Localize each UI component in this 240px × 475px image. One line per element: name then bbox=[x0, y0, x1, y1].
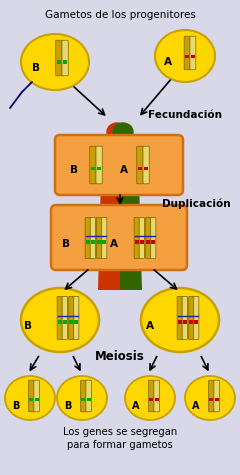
Ellipse shape bbox=[141, 288, 219, 352]
Bar bbox=[91, 240, 95, 244]
FancyBboxPatch shape bbox=[149, 380, 154, 412]
Bar bbox=[135, 240, 139, 244]
Ellipse shape bbox=[57, 376, 107, 420]
FancyBboxPatch shape bbox=[97, 218, 102, 258]
Ellipse shape bbox=[113, 123, 133, 141]
Bar bbox=[97, 240, 101, 244]
FancyBboxPatch shape bbox=[56, 40, 62, 76]
Text: Fecundación: Fecundación bbox=[148, 110, 222, 120]
FancyBboxPatch shape bbox=[134, 218, 139, 258]
FancyBboxPatch shape bbox=[190, 36, 196, 70]
Text: B: B bbox=[12, 401, 20, 411]
Bar bbox=[69, 320, 73, 324]
Bar bbox=[81, 398, 85, 401]
Bar bbox=[35, 398, 39, 401]
Bar bbox=[86, 240, 90, 244]
FancyBboxPatch shape bbox=[189, 296, 194, 340]
Bar bbox=[102, 240, 106, 244]
Bar bbox=[194, 320, 198, 324]
Bar bbox=[191, 55, 195, 58]
Text: A: A bbox=[110, 239, 118, 249]
FancyBboxPatch shape bbox=[96, 146, 102, 184]
FancyBboxPatch shape bbox=[184, 36, 190, 70]
Bar bbox=[178, 320, 182, 324]
Bar bbox=[215, 398, 219, 401]
Ellipse shape bbox=[185, 376, 235, 420]
FancyBboxPatch shape bbox=[85, 218, 90, 258]
FancyBboxPatch shape bbox=[29, 380, 34, 412]
Text: Meiosis: Meiosis bbox=[95, 350, 145, 362]
Bar bbox=[189, 320, 193, 324]
Bar bbox=[155, 398, 159, 401]
Text: B: B bbox=[70, 165, 78, 175]
Bar bbox=[58, 320, 62, 324]
FancyBboxPatch shape bbox=[177, 296, 182, 340]
FancyBboxPatch shape bbox=[143, 146, 149, 184]
Text: A: A bbox=[146, 321, 154, 331]
FancyBboxPatch shape bbox=[151, 218, 156, 258]
FancyBboxPatch shape bbox=[194, 296, 199, 340]
FancyBboxPatch shape bbox=[182, 296, 187, 340]
Text: B: B bbox=[32, 63, 40, 73]
Bar bbox=[74, 320, 78, 324]
Bar bbox=[87, 398, 91, 401]
Ellipse shape bbox=[155, 30, 215, 82]
Ellipse shape bbox=[125, 376, 175, 420]
Bar bbox=[151, 240, 155, 244]
Bar bbox=[63, 320, 67, 324]
FancyBboxPatch shape bbox=[62, 296, 67, 340]
Ellipse shape bbox=[107, 123, 127, 141]
Bar bbox=[138, 167, 142, 171]
Text: Duplicación: Duplicación bbox=[162, 199, 231, 209]
Text: A: A bbox=[120, 165, 128, 175]
FancyBboxPatch shape bbox=[74, 296, 79, 340]
FancyBboxPatch shape bbox=[69, 296, 74, 340]
FancyBboxPatch shape bbox=[90, 218, 95, 258]
FancyBboxPatch shape bbox=[139, 218, 144, 258]
FancyBboxPatch shape bbox=[86, 380, 91, 412]
Text: A: A bbox=[192, 401, 200, 411]
Bar bbox=[185, 55, 189, 58]
Text: A: A bbox=[132, 401, 140, 411]
Polygon shape bbox=[120, 140, 142, 290]
FancyBboxPatch shape bbox=[146, 218, 151, 258]
Text: A: A bbox=[164, 57, 172, 67]
Ellipse shape bbox=[21, 288, 99, 352]
Text: Los genes se segregan
para formar gametos: Los genes se segregan para formar gameto… bbox=[63, 427, 177, 450]
Bar bbox=[183, 320, 187, 324]
Text: Gametos de los progenitores: Gametos de los progenitores bbox=[45, 10, 195, 20]
FancyBboxPatch shape bbox=[62, 40, 68, 76]
FancyBboxPatch shape bbox=[55, 135, 183, 195]
FancyBboxPatch shape bbox=[137, 146, 143, 184]
Bar bbox=[90, 167, 95, 171]
FancyBboxPatch shape bbox=[34, 380, 39, 412]
Bar bbox=[140, 240, 144, 244]
Bar bbox=[146, 240, 150, 244]
Ellipse shape bbox=[5, 376, 55, 420]
Bar bbox=[209, 398, 213, 401]
FancyBboxPatch shape bbox=[57, 296, 62, 340]
Ellipse shape bbox=[21, 34, 89, 90]
FancyBboxPatch shape bbox=[51, 205, 187, 270]
Text: B: B bbox=[62, 239, 70, 249]
Polygon shape bbox=[98, 140, 120, 290]
FancyBboxPatch shape bbox=[209, 380, 214, 412]
Bar bbox=[144, 167, 149, 171]
FancyBboxPatch shape bbox=[81, 380, 86, 412]
Text: B: B bbox=[64, 401, 72, 411]
FancyBboxPatch shape bbox=[102, 218, 107, 258]
Bar bbox=[29, 398, 33, 401]
Bar bbox=[149, 398, 153, 401]
Bar bbox=[97, 167, 102, 171]
FancyBboxPatch shape bbox=[90, 146, 96, 184]
Bar bbox=[63, 60, 67, 64]
Bar bbox=[57, 60, 61, 64]
Text: B: B bbox=[24, 321, 32, 331]
FancyBboxPatch shape bbox=[154, 380, 159, 412]
FancyBboxPatch shape bbox=[214, 380, 219, 412]
